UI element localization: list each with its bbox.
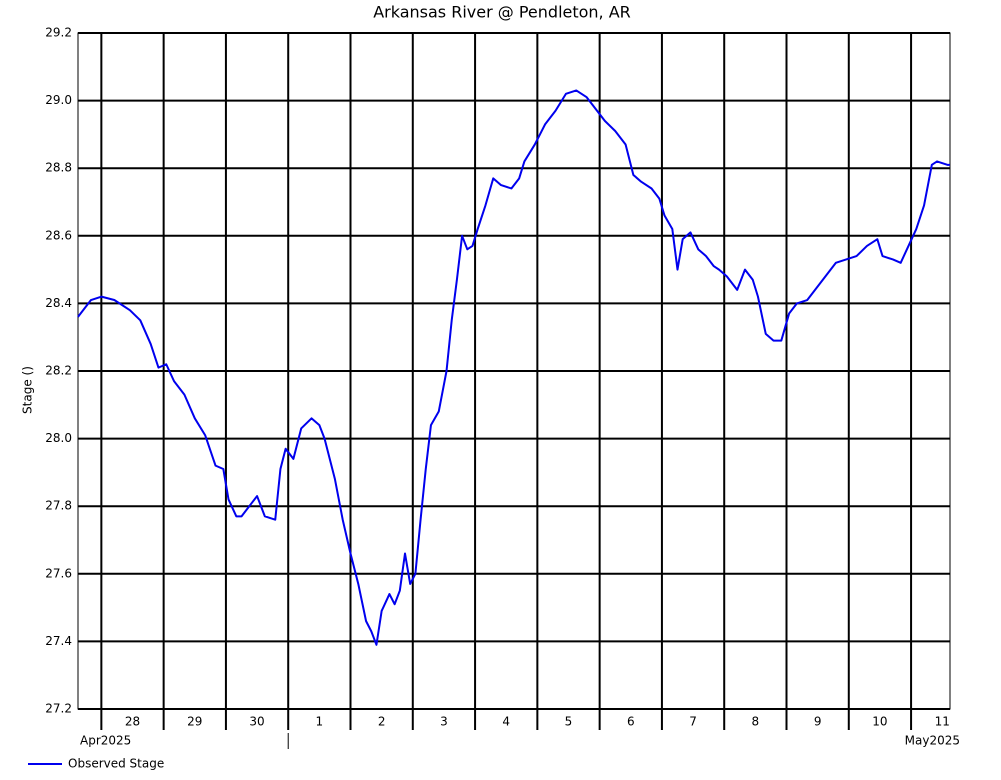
y-tick-label: 28.8 — [45, 161, 72, 175]
x-tick-label: 6 — [627, 715, 635, 729]
x-tick-label: 9 — [814, 715, 822, 729]
x-tick-label: 28 — [125, 715, 140, 729]
data-line — [77, 89, 950, 646]
y-tick-label: 27.2 — [45, 702, 72, 716]
y-tick-label: 29.2 — [45, 26, 72, 40]
x-tick-label: 10 — [872, 715, 887, 729]
legend-label: Observed Stage — [68, 757, 164, 771]
chart-title: Arkansas River @ Pendleton, AR — [373, 3, 631, 22]
x-tick-label: 8 — [752, 715, 760, 729]
y-tick-label: 28.0 — [45, 431, 72, 445]
x-tick-label: 5 — [565, 715, 573, 729]
x-tick-label: 30 — [249, 715, 264, 729]
plot-border — [77, 32, 951, 710]
x-tick-label: 29 — [187, 715, 202, 729]
y-tick-label: 28.4 — [45, 296, 72, 310]
y-tick-label: 28.2 — [45, 364, 72, 378]
y-tick-label: 27.8 — [45, 499, 72, 513]
x-tick-label: 1 — [316, 715, 324, 729]
x-tick-label: 4 — [502, 715, 510, 729]
x-group-label: Apr2025 — [80, 734, 131, 748]
x-tick-label: 11 — [935, 715, 950, 729]
y-tick-label: 28.6 — [45, 228, 72, 242]
x-tick-label: 3 — [440, 715, 448, 729]
x-tick-label: 2 — [378, 715, 386, 729]
x-group-label: May2025 — [905, 734, 960, 748]
y-tick-label: 27.6 — [45, 566, 72, 580]
x-tick-label: 7 — [689, 715, 697, 729]
y-tick-label: 29.0 — [45, 93, 72, 107]
y-tick-label: 27.4 — [45, 634, 72, 648]
y-axis-label: Stage () — [21, 366, 35, 414]
